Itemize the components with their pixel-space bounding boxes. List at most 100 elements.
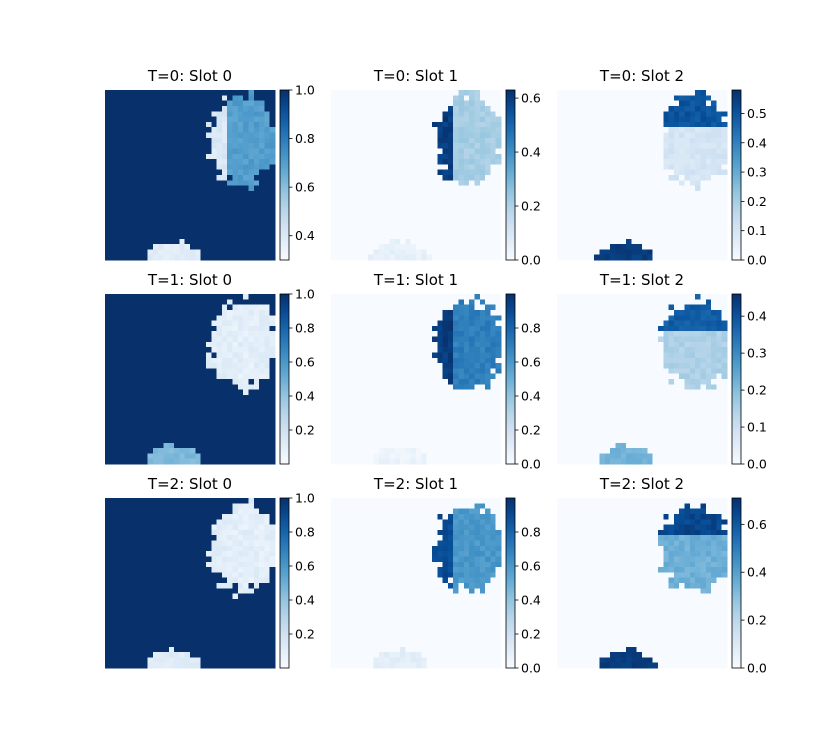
heatmap-cell <box>689 153 696 160</box>
heatmap-cell <box>453 347 459 353</box>
heatmap-cell <box>211 196 217 202</box>
heatmap-cell <box>142 299 148 305</box>
heatmap-cell <box>705 164 712 170</box>
heatmap-cell <box>384 159 390 165</box>
heatmap-cell <box>700 159 707 165</box>
heatmap-cell <box>479 132 486 139</box>
heatmap-cell <box>168 442 175 449</box>
heatmap-cell <box>368 315 374 321</box>
heatmap-cell <box>453 180 459 186</box>
heatmap-cell <box>495 405 502 412</box>
heatmap-cell <box>259 180 265 186</box>
heatmap-cell <box>190 357 196 364</box>
heatmap-cell <box>105 185 111 192</box>
heatmap-cell <box>695 121 701 128</box>
heatmap-cell <box>269 304 276 311</box>
heatmap-cell <box>416 196 422 202</box>
heatmap-cell <box>115 458 122 465</box>
heatmap-cell <box>389 331 396 337</box>
heatmap-cell <box>357 363 364 369</box>
heatmap-cell <box>631 159 637 165</box>
heatmap-cell <box>136 228 143 234</box>
heatmap-cell <box>700 132 707 139</box>
heatmap-cell <box>253 304 260 311</box>
heatmap-cell <box>331 331 337 337</box>
heatmap-cell <box>610 180 616 186</box>
heatmap-cell <box>469 341 475 348</box>
heatmap-cell <box>115 304 122 311</box>
heatmap-cell <box>221 416 228 422</box>
heatmap-cell <box>331 249 337 255</box>
heatmap-cell <box>416 238 422 245</box>
heatmap-cell <box>168 304 175 311</box>
heatmap-cell <box>562 212 568 218</box>
heatmap-cell <box>269 341 276 348</box>
heatmap-cell <box>232 453 239 459</box>
heatmap-cell <box>243 206 249 213</box>
heatmap-cell <box>620 100 627 107</box>
heatmap-cell <box>469 137 475 144</box>
heatmap-cell <box>163 244 170 250</box>
heatmap-cell <box>346 410 353 417</box>
heatmap-cell <box>243 148 249 155</box>
heatmap-cell <box>205 244 212 250</box>
heatmap-cell <box>221 394 228 401</box>
heatmap-cell <box>174 432 180 438</box>
heatmap-cell <box>711 164 717 170</box>
heatmap-cell <box>572 132 579 139</box>
heatmap-cell <box>373 432 380 438</box>
heatmap-cell <box>259 453 265 459</box>
heatmap-cell <box>269 212 276 218</box>
heatmap-cell <box>227 249 233 255</box>
heatmap-cell <box>378 410 385 417</box>
heatmap-cell <box>126 394 132 401</box>
heatmap-cell <box>458 315 465 321</box>
heatmap-cell <box>578 164 584 170</box>
heatmap-cell <box>394 244 401 250</box>
heatmap-cell <box>426 212 433 218</box>
heatmap-cell <box>211 201 217 208</box>
heatmap-cell <box>341 143 348 149</box>
heatmap-cell <box>615 169 622 176</box>
heatmap-cell <box>179 233 185 240</box>
heatmap-cell <box>190 164 196 170</box>
heatmap-cell <box>110 363 116 369</box>
heatmap-cell <box>211 90 217 96</box>
heatmap-cell <box>416 100 422 107</box>
heatmap-cell <box>174 196 180 202</box>
heatmap-cell <box>243 410 249 417</box>
heatmap-cell <box>195 336 201 343</box>
heatmap-cell <box>163 185 170 192</box>
heatmap-cell <box>663 116 669 123</box>
heatmap-cell <box>152 442 159 449</box>
heatmap-cell <box>221 357 228 364</box>
heatmap-cell <box>469 384 475 390</box>
heatmap-cell <box>341 132 348 139</box>
heatmap-cell <box>421 185 427 192</box>
heatmap-cell <box>572 185 579 192</box>
heatmap-cell <box>615 143 622 149</box>
heatmap-cell <box>578 137 584 144</box>
heatmap-cell <box>179 254 185 261</box>
heatmap-cell <box>147 357 154 364</box>
heatmap-cell <box>588 121 595 128</box>
heatmap-cell <box>684 169 691 176</box>
heatmap-cell <box>474 164 481 170</box>
heatmap-cell <box>184 95 191 101</box>
heatmap-cell <box>567 233 574 240</box>
heatmap-cell <box>152 137 159 144</box>
heatmap-cell <box>447 394 454 401</box>
heatmap-cell <box>410 238 417 245</box>
heatmap-cell <box>474 180 481 186</box>
heatmap-cell <box>562 148 568 155</box>
heatmap-cell <box>115 394 122 401</box>
heatmap-cell <box>147 347 154 353</box>
heatmap-cell <box>136 442 143 449</box>
heatmap-cell <box>631 206 637 213</box>
heatmap-cell <box>626 206 632 213</box>
heatmap-cell <box>495 95 502 101</box>
heatmap-cell <box>689 201 696 208</box>
heatmap-cell <box>431 148 438 155</box>
heatmap-cell <box>384 100 390 107</box>
heatmap-cell <box>410 389 417 396</box>
